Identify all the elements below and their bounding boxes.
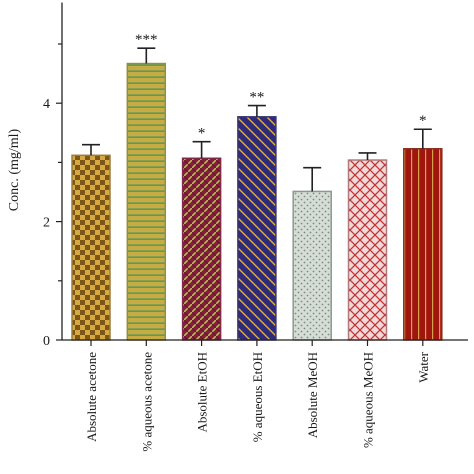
category-label-5: Absolute MeOH [305, 352, 320, 438]
category-label-4: % aqueous EtOH [250, 352, 265, 442]
y-tick-label: 4 [43, 97, 50, 112]
bar-3 [181, 157, 222, 341]
category-label-3: Absolute EtOH [195, 352, 210, 433]
category-label-1: Absolute acetone [84, 352, 99, 442]
y-axis-label: Conc. (mg/ml) [7, 128, 22, 211]
significance-label-3: * [198, 126, 206, 142]
bar-4 [237, 116, 277, 341]
category-label-7: Water [416, 351, 431, 382]
bar-1 [71, 154, 111, 341]
bar-2 [126, 62, 167, 341]
y-tick-label: 0 [43, 334, 50, 349]
bar-5 [292, 190, 332, 341]
category-label-6: % aqueous MeOH [361, 352, 376, 448]
significance-label-4: ** [249, 90, 264, 106]
significance-label-2: *** [135, 32, 158, 48]
bar-7 [403, 148, 443, 341]
y-tick-label: 2 [43, 216, 50, 231]
bars-layer: ******* [71, 32, 443, 341]
category-label-2: % aqueous acetone [139, 352, 154, 452]
axes-layer: Absolute acetone % aqueous acetone Absolut… [43, 2, 468, 452]
bar-6 [347, 159, 388, 341]
significance-label-7: * [419, 113, 427, 129]
